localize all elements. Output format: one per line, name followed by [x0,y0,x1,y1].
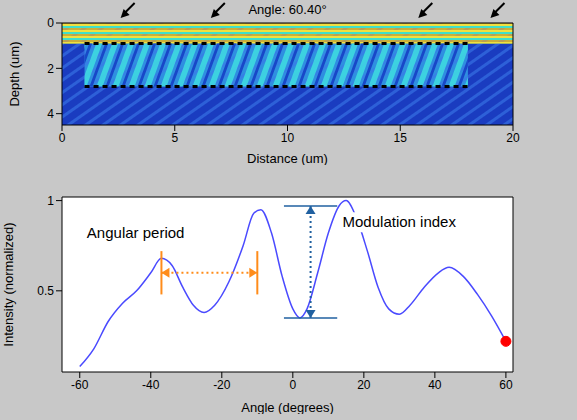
svg-text:0: 0 [59,131,66,145]
svg-text:-40: -40 [142,378,160,392]
svg-text:10: 10 [281,131,295,145]
html-text:Angle: 60.40°: Angle: 60.40° [248,2,327,17]
svg-text:Depth (um): Depth (um) [7,41,22,106]
svg-text:Intensity (normalized): Intensity (normalized) [1,222,16,346]
svg-text:Angle (degrees): Angle (degrees) [241,400,334,414]
svg-text:20: 20 [357,378,371,392]
svg-text:20: 20 [506,131,520,145]
svg-text:1: 1 [47,194,54,208]
svg-text:Distance (um): Distance (um) [247,151,328,165]
svg-text:15: 15 [394,131,408,145]
svg-text:5: 5 [171,131,178,145]
svg-text:0.5: 0.5 [37,284,54,298]
svg-text:Angular period: Angular period [87,224,185,241]
svg-text:60: 60 [499,378,513,392]
svg-text:-60: -60 [71,378,89,392]
svg-text:Modulation index: Modulation index [343,213,457,230]
svg-text:2: 2 [47,62,54,76]
svg-text:-20: -20 [213,378,231,392]
svg-text:0: 0 [289,378,296,392]
svg-text:40: 40 [428,378,442,392]
svg-text:0: 0 [47,16,54,30]
svg-text:4: 4 [47,107,54,121]
